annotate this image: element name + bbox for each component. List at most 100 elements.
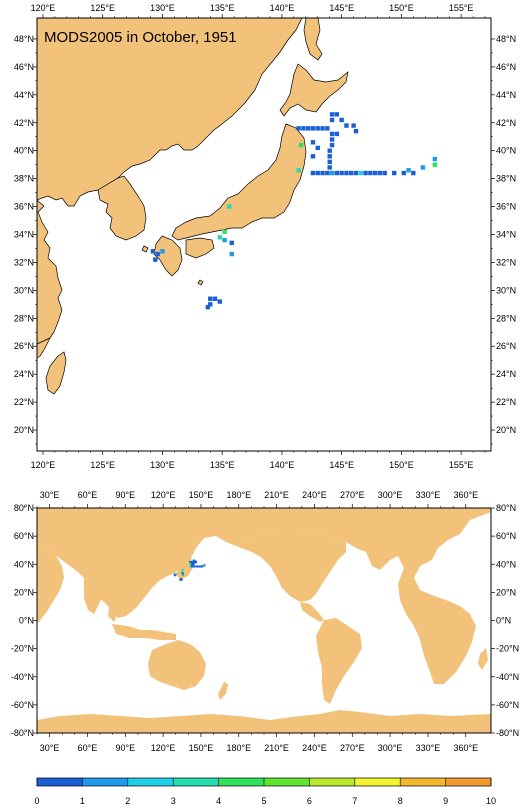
honshu [171,123,307,241]
lon-label-bottom: 135°E [210,460,235,470]
observation-cell [401,170,406,176]
sakhalin [303,18,323,61]
colorbar-label: 7 [352,796,357,806]
lon-label-top: 150°E [389,3,414,13]
observation-cell [392,170,397,176]
colorbar-label: 8 [398,796,403,806]
lon-label-bottom: 120°E [151,743,176,753]
greenland [346,508,404,548]
observation-cell [382,170,387,176]
antarctica [37,710,491,733]
madagascar [478,648,488,670]
lat-label-right: 0°N [496,616,511,626]
observation-cell [327,165,332,170]
observation-cell [339,117,344,123]
lon-label-bottom: 210°E [264,743,289,753]
lat-label-left: 0°N [19,616,34,626]
lat-label-left: 42°N [14,118,34,128]
lat-label-left: 26°N [14,341,34,351]
observation-cell [327,148,332,153]
observation-cell [432,156,438,162]
observation-cell [212,296,218,301]
observation-cell [301,126,306,131]
lat-label-left: 32°N [14,257,34,267]
observation-cell [208,302,213,307]
lon-label-bottom: 360°E [453,743,478,753]
observation-cell [150,249,156,254]
lat-label-right: -80°N [496,728,519,738]
north-america [236,528,346,602]
lat-label-left: -20°N [11,644,34,654]
lat-label-left: 38°N [14,174,34,184]
lon-label-top: 150°E [189,490,214,500]
lat-label-left: 40°N [14,146,34,156]
lat-label-right: -60°N [496,700,519,710]
lon-label-top: 360°E [453,490,478,500]
observation-cell [377,170,383,176]
lon-label-top: 155°E [449,3,474,13]
lat-label-left: -80°N [11,728,34,738]
lat-label-left: 28°N [14,313,34,323]
lon-label-top: 270°E [340,490,365,500]
observation-cell [182,572,185,575]
colorbar-label: 6 [307,796,312,806]
observation-cell [180,578,183,581]
observation-cell [329,112,335,117]
observation-cell [310,154,316,159]
global-map: 30°E 30°E 60°E 60°E 90°E 90°E 120°E 120°E 150°E 1… [11,490,519,753]
observation-cell [411,170,416,176]
observation-cell [329,137,335,142]
observation-cell [325,170,330,176]
lat-label-left: 44°N [14,90,34,100]
lat-label-right: 26°N [496,341,516,351]
lat-label-left: -40°N [11,672,34,682]
observation-cell [325,126,330,131]
observation-cell [153,257,158,262]
lon-label-top: 125°E [90,3,115,13]
india [84,578,104,614]
global-land [37,508,491,733]
observation-cell [217,235,222,240]
observation-cell [192,560,195,563]
observation-cell [205,304,211,310]
observation-cell [327,159,332,165]
lat-label-right: 24°N [496,369,516,379]
observation-cell [358,170,363,176]
korea [97,175,147,241]
lat-label-left: 48°N [14,34,34,44]
australia [148,640,206,690]
observation-cell [229,240,234,246]
central-america [300,602,324,622]
colorbar-label: 2 [125,796,130,806]
lon-label-top: 140°E [270,3,295,13]
observation-cell [315,170,320,176]
regional-map-ticks: 120°E 120°E 125°E 125°E 130°E 130°E 135°E 135°E… [14,3,516,470]
asia-mainland [37,18,303,207]
observation-cell [353,128,359,134]
regional-land [37,18,349,395]
observation-cell [315,145,320,151]
lat-label-right: 20°N [496,587,516,597]
lat-label-left: -60°N [11,700,34,710]
lat-label-left: 34°N [14,230,34,240]
observation-cell [201,565,204,568]
lat-label-right: 30°N [496,285,516,295]
observation-cell [420,165,426,170]
observation-cell [310,126,316,131]
lat-label-left: 20°N [14,425,34,435]
coast-fragment [37,337,51,359]
observation-cell [320,170,325,176]
lon-label-bottom: 155°E [449,460,474,470]
observation-cell [353,170,359,176]
lon-label-top: 120°E [151,490,176,500]
lon-label-bottom: 270°E [340,743,365,753]
lon-label-top: 135°E [210,3,235,13]
observation-cell [208,296,213,301]
observation-cell [406,168,411,173]
lat-label-right: 46°N [496,62,516,72]
observation-cell [363,170,368,176]
observation-cell [334,131,340,137]
colorbar-segment [82,778,128,786]
observation-cell [160,249,165,254]
